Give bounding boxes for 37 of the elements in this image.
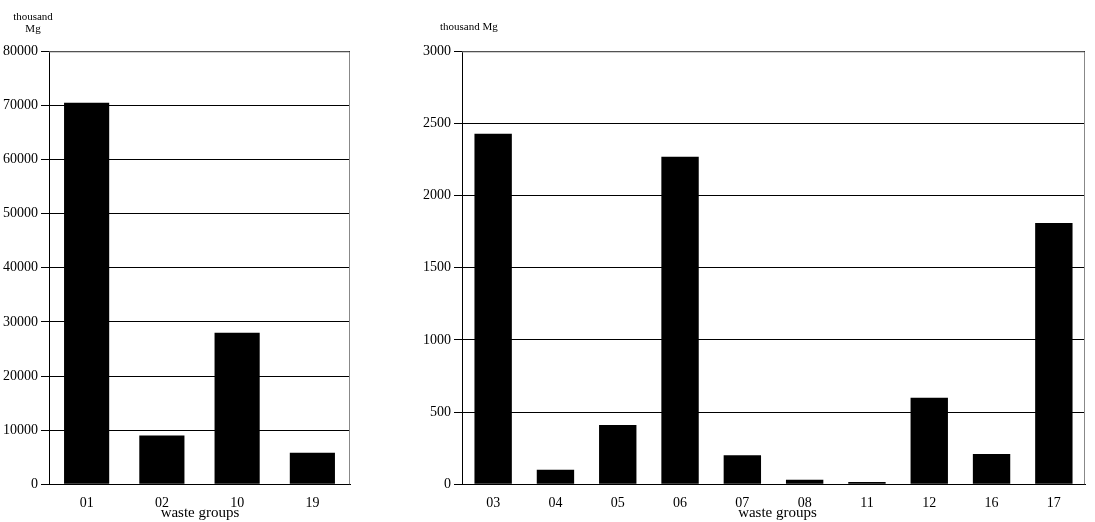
y-tick-label: 40000 xyxy=(3,259,38,275)
x-tick-label: 17 xyxy=(1046,495,1061,511)
y-tick-label: 1500 xyxy=(423,259,451,275)
x-tick-label: 08 xyxy=(797,495,812,511)
y-axis-title: thousand Mg xyxy=(440,20,499,32)
y-tick-label: 10000 xyxy=(3,421,38,437)
bar xyxy=(536,469,575,484)
bar xyxy=(289,452,335,484)
x-tick-label: 10 xyxy=(230,495,245,511)
y-tick-label: 50000 xyxy=(3,205,38,221)
bar xyxy=(723,455,762,484)
x-tick-label: 01 xyxy=(79,495,94,511)
x-tick-label: 16 xyxy=(984,495,999,511)
y-tick-label: 2500 xyxy=(423,115,451,131)
bar xyxy=(785,479,824,484)
y-tick-label: 0 xyxy=(31,475,38,491)
y-tick-label: 70000 xyxy=(3,97,38,113)
bar xyxy=(139,435,185,484)
x-tick-label: 11 xyxy=(860,495,874,511)
bar xyxy=(599,425,637,484)
y-tick-label: 1000 xyxy=(423,331,451,347)
y-tick-label: 60000 xyxy=(3,151,38,167)
x-tick-label: 12 xyxy=(922,495,937,511)
y-tick-label: 3000 xyxy=(423,43,451,59)
x-tick-label: 06 xyxy=(673,495,688,511)
y-axis-title: thousand Mg xyxy=(12,10,54,34)
bar xyxy=(972,453,1011,484)
x-tick-label: 19 xyxy=(305,495,320,511)
y-tick-label: 2000 xyxy=(423,187,451,203)
x-tick-label: 04 xyxy=(548,495,563,511)
y-tick-label: 20000 xyxy=(3,367,38,383)
y-tick-label: 0 xyxy=(444,475,451,491)
y-tick-label: 500 xyxy=(430,403,451,419)
x-tick-label: 05 xyxy=(610,495,625,511)
y-tick-label: 30000 xyxy=(3,313,38,329)
y-tick-label: 80000 xyxy=(3,43,38,59)
x-tick-label: 03 xyxy=(486,495,501,511)
